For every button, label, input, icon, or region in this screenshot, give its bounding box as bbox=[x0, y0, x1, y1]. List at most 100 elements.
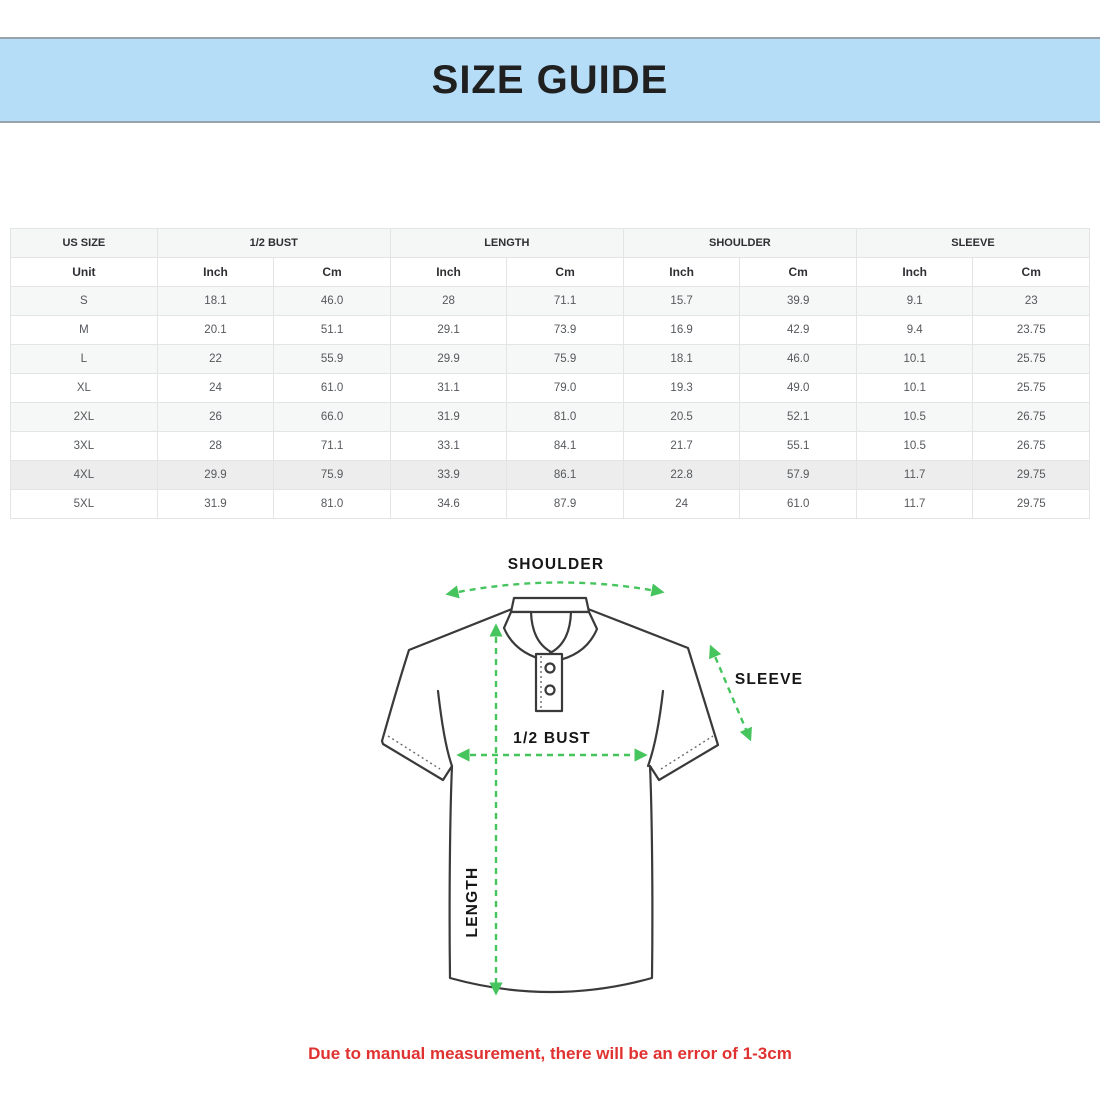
table-row: M 20.1 51.1 29.1 73.9 16.9 42.9 9.4 23.75 bbox=[10, 315, 1090, 345]
table-cell: S bbox=[10, 286, 158, 316]
page-title: SIZE GUIDE bbox=[431, 57, 669, 102]
table-row: 3XL 28 71.1 33.1 84.1 21.7 55.1 10.5 26.75 bbox=[10, 431, 1090, 461]
table-cell: 10.5 bbox=[855, 402, 974, 432]
table-cell: 31.9 bbox=[389, 402, 508, 432]
table-cell: 33.1 bbox=[389, 431, 508, 461]
table-cell: 55.9 bbox=[273, 344, 391, 374]
table-cell: 24 bbox=[156, 373, 275, 403]
table-row: 4XL 29.9 75.9 33.9 86.1 22.8 57.9 11.7 29.75 bbox=[10, 460, 1090, 490]
button-icon bbox=[544, 684, 556, 696]
measurement-diagram: SHOULDER SLEEVE 1/2 BUST LENGTH bbox=[380, 550, 820, 1030]
table-cell: Cm bbox=[506, 257, 624, 287]
table-cell: 4XL bbox=[10, 460, 158, 490]
table-cell: 2XL bbox=[10, 402, 158, 432]
table-cell: SHOULDER bbox=[622, 228, 857, 258]
table-cell: 16.9 bbox=[622, 315, 741, 345]
table-cell: 22.8 bbox=[622, 460, 741, 490]
table-cell: 29.1 bbox=[389, 315, 508, 345]
bust-label: 1/2 BUST bbox=[513, 730, 591, 747]
table-cell: 51.1 bbox=[273, 315, 391, 345]
table-cell: 26 bbox=[156, 402, 275, 432]
table-cell: 81.0 bbox=[273, 489, 391, 519]
table-cell: 3XL bbox=[10, 431, 158, 461]
table-cell: 1/2 BUST bbox=[156, 228, 391, 258]
size-table-body: US SIZE 1/2 BUST LENGTH SHOULDER SLEEVE Unit I… bbox=[10, 228, 1091, 519]
table-row: 2XL 26 66.0 31.9 81.0 20.5 52.1 10.5 26.75 bbox=[10, 402, 1090, 432]
table-cell: 71.1 bbox=[273, 431, 391, 461]
table-cell: Cm bbox=[972, 257, 1090, 287]
table-cell: 49.0 bbox=[739, 373, 857, 403]
table-cell: LENGTH bbox=[389, 228, 624, 258]
table-cell: 10.5 bbox=[855, 431, 974, 461]
table-cell: 11.7 bbox=[855, 489, 974, 519]
table-cell: 28 bbox=[389, 286, 508, 316]
measurement-arrows bbox=[445, 581, 752, 996]
polo-shirt-diagram-svg: SHOULDER SLEEVE 1/2 BUST LENGTH bbox=[380, 556, 803, 996]
table-cell: SLEEVE bbox=[855, 228, 1091, 258]
table-row: S 18.1 46.0 28 71.1 15.7 39.9 9.1 23 bbox=[10, 286, 1090, 316]
table-cell: 55.1 bbox=[739, 431, 857, 461]
shoulder-arrow-icon bbox=[445, 581, 665, 599]
table-cell: 20.5 bbox=[622, 402, 741, 432]
table-cell: 10.1 bbox=[855, 373, 974, 403]
polo-shirt-outline-icon bbox=[380, 596, 720, 994]
table-cell: Unit bbox=[10, 257, 158, 287]
shoulder-label: SHOULDER bbox=[508, 556, 605, 573]
table-cell: 9.1 bbox=[855, 286, 974, 316]
table-cell: 20.1 bbox=[156, 315, 275, 345]
table-cell: 26.75 bbox=[972, 402, 1090, 432]
table-cell: Inch bbox=[622, 257, 741, 287]
table-unit-row: Unit Inch Cm Inch Cm Inch Cm Inch Cm bbox=[10, 257, 1090, 287]
table-cell: 52.1 bbox=[739, 402, 857, 432]
table-cell: 86.1 bbox=[506, 460, 624, 490]
table-cell: 29.75 bbox=[972, 460, 1090, 490]
table-cell: 21.7 bbox=[622, 431, 741, 461]
table-row: 5XL 31.9 81.0 34.6 87.9 24 61.0 11.7 29.75 bbox=[10, 489, 1090, 519]
sleeve-arrow-icon bbox=[709, 644, 752, 742]
table-cell: 11.7 bbox=[855, 460, 974, 490]
table-cell: 31.1 bbox=[389, 373, 508, 403]
table-cell: M bbox=[10, 315, 158, 345]
table-cell: 57.9 bbox=[739, 460, 857, 490]
table-cell: 29.75 bbox=[972, 489, 1090, 519]
table-cell: 87.9 bbox=[506, 489, 624, 519]
table-row: XL 24 61.0 31.1 79.0 19.3 49.0 10.1 25.75 bbox=[10, 373, 1090, 403]
table-cell: 66.0 bbox=[273, 402, 391, 432]
table-cell: 25.75 bbox=[972, 344, 1090, 374]
table-cell: 15.7 bbox=[622, 286, 741, 316]
table-cell: 81.0 bbox=[506, 402, 624, 432]
measurement-error-note: Due to manual measurement, there will be… bbox=[308, 1044, 792, 1063]
table-cell: 9.4 bbox=[855, 315, 974, 345]
table-cell: 29.9 bbox=[156, 460, 275, 490]
table-cell: 23 bbox=[972, 286, 1090, 316]
table-cell: 73.9 bbox=[506, 315, 624, 345]
table-cell: 24 bbox=[622, 489, 741, 519]
table-cell: 75.9 bbox=[273, 460, 391, 490]
table-cell: 5XL bbox=[10, 489, 158, 519]
table-cell: 84.1 bbox=[506, 431, 624, 461]
header-band: SIZE GUIDE bbox=[0, 37, 1100, 123]
table-cell: 61.0 bbox=[739, 489, 857, 519]
table-cell: 33.9 bbox=[389, 460, 508, 490]
table-cell: 23.75 bbox=[972, 315, 1090, 345]
size-table-section: US SIZE 1/2 BUST LENGTH SHOULDER SLEEVE Unit I… bbox=[10, 228, 1091, 519]
table-cell: 26.75 bbox=[972, 431, 1090, 461]
table-cell: 46.0 bbox=[273, 286, 391, 316]
table-cell: 10.1 bbox=[855, 344, 974, 374]
sleeve-label: SLEEVE bbox=[735, 671, 803, 688]
table-cell: 28 bbox=[156, 431, 275, 461]
table-cell: Inch bbox=[156, 257, 275, 287]
table-cell: 22 bbox=[156, 344, 275, 374]
table-cell: 71.1 bbox=[506, 286, 624, 316]
button-icon bbox=[544, 662, 556, 674]
table-cell: 18.1 bbox=[156, 286, 275, 316]
table-cell: 29.9 bbox=[389, 344, 508, 374]
table-cell: L bbox=[10, 344, 158, 374]
length-label: LENGTH bbox=[464, 867, 481, 938]
table-cell: US SIZE bbox=[10, 228, 158, 258]
table-cell: 19.3 bbox=[622, 373, 741, 403]
table-cell: Cm bbox=[739, 257, 857, 287]
table-cell: XL bbox=[10, 373, 158, 403]
table-cell: 61.0 bbox=[273, 373, 391, 403]
table-cell: 42.9 bbox=[739, 315, 857, 345]
